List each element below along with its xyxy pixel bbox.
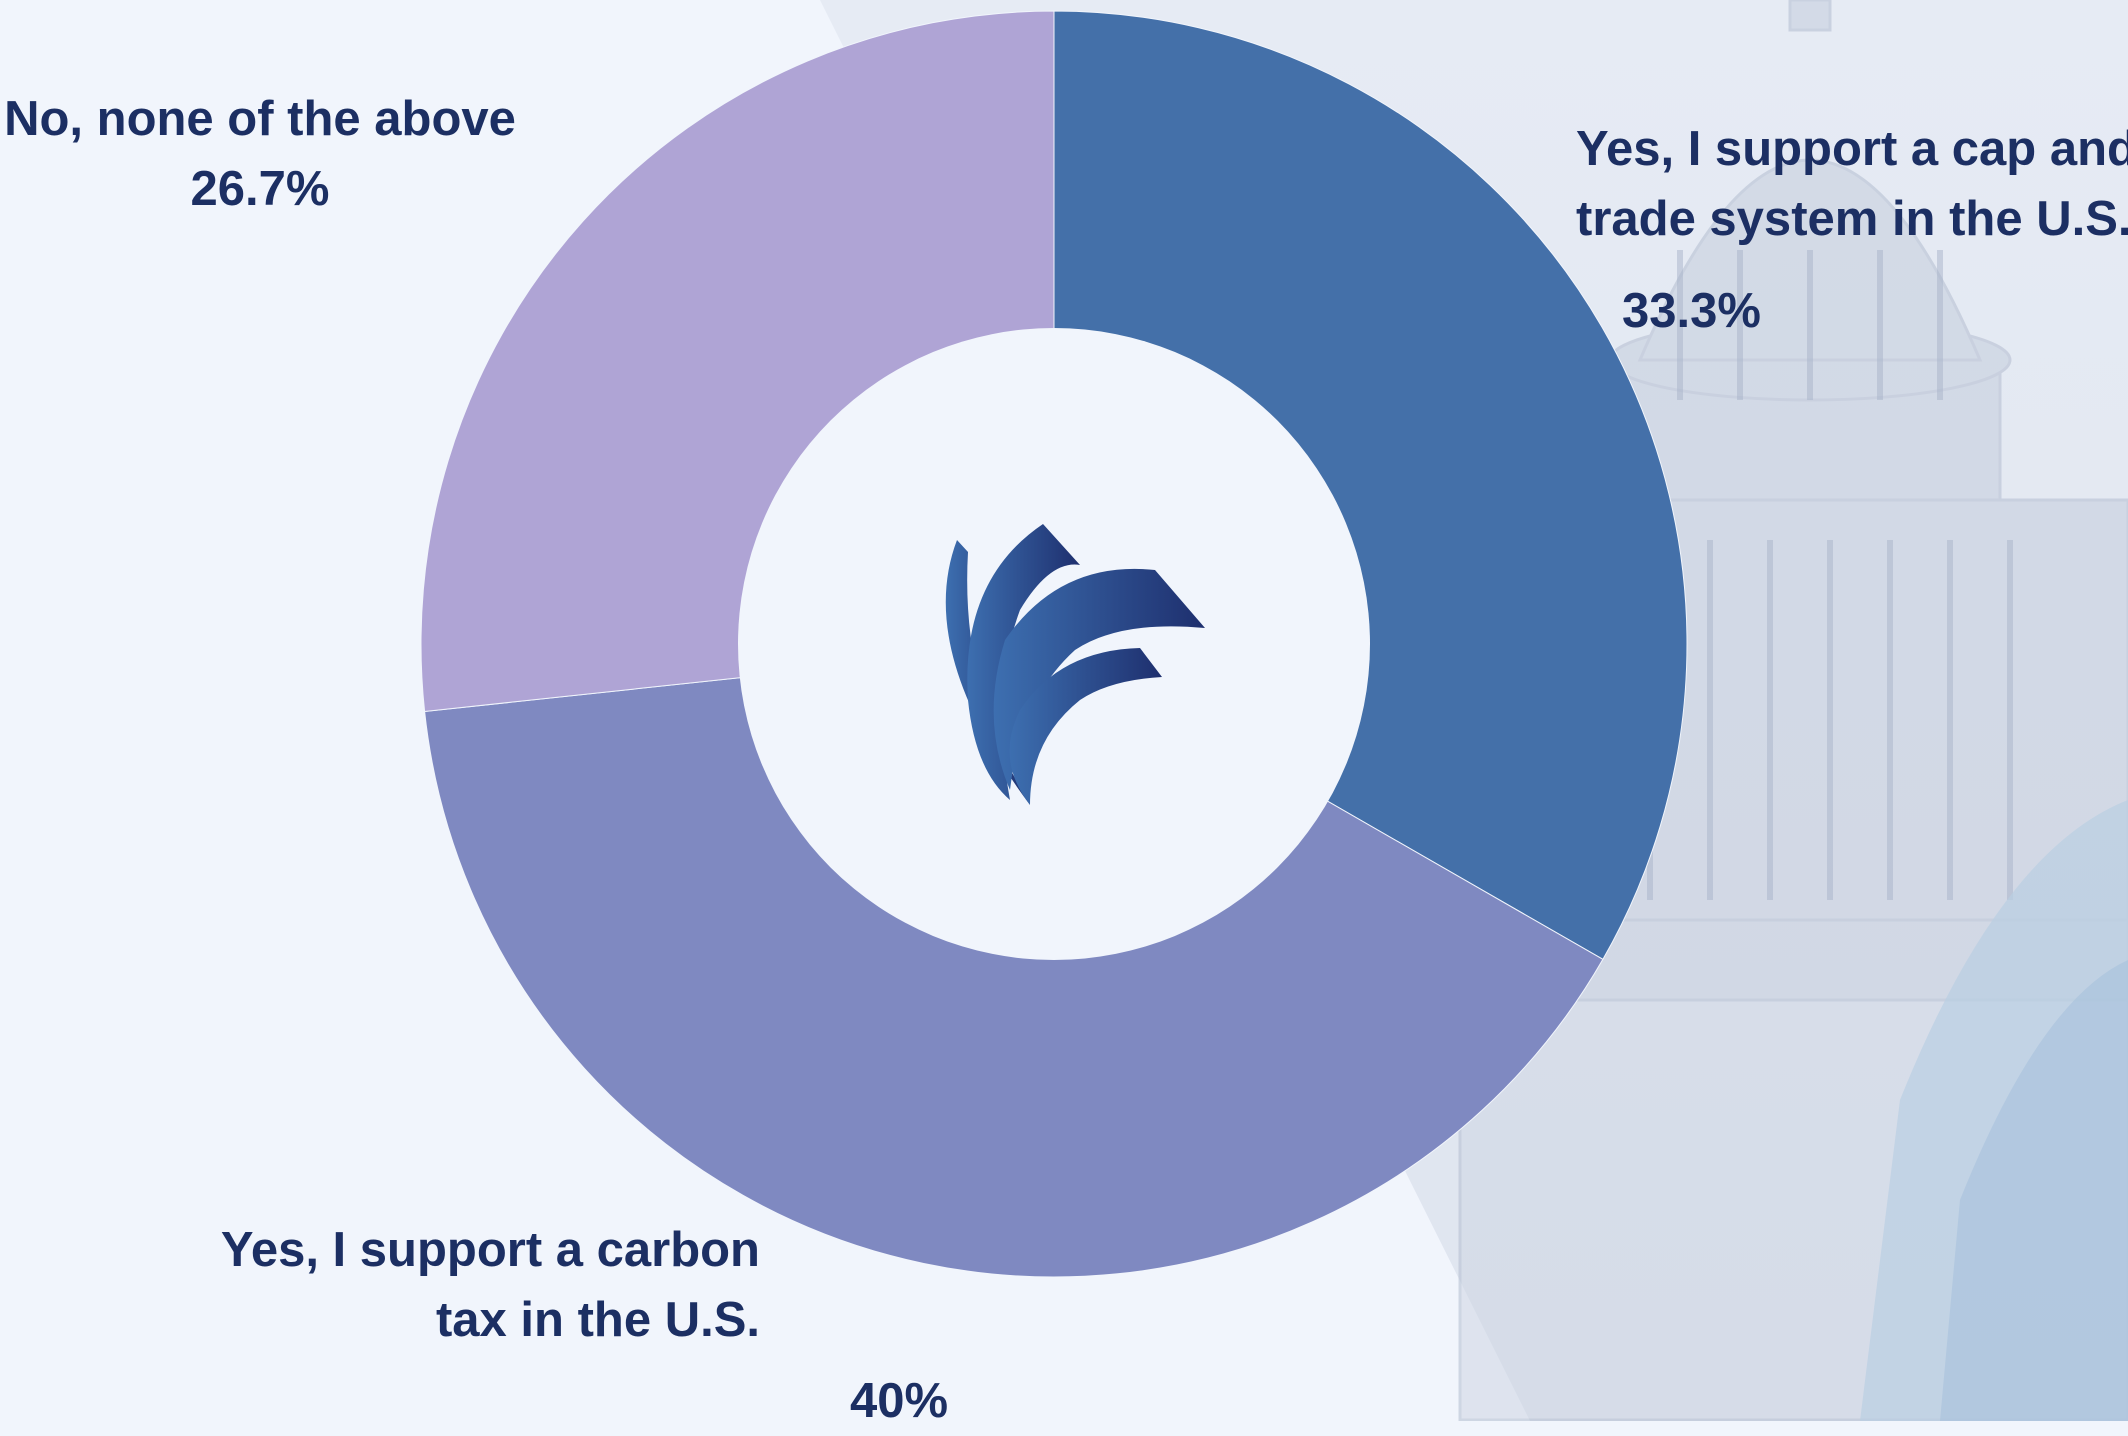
slice-label-carbon-tax-value: 40%	[850, 1374, 949, 1428]
slice-label-cap-and-trade-value: 33.3%	[1622, 284, 1761, 338]
slice-label-carbon-tax: Yes, I support a carbon tax in the U.S.	[200, 1215, 760, 1355]
slice-label-carbon-tax-text-1: Yes, I support a carbon	[220, 1223, 760, 1277]
slice-label-cap-and-trade: Yes, I support a cap and trade system in…	[1576, 114, 2128, 254]
slice-label-cap-and-trade-text-2: trade system in the U.S.	[1576, 192, 2128, 246]
swoosh-logo-icon	[945, 524, 1205, 805]
slice-label-none-value: 26.7%	[190, 162, 330, 216]
slice-label-cap-and-trade-text-1: Yes, I support a cap and	[1576, 122, 2128, 176]
slice-label-none: No, none of the above 26.7%	[0, 84, 520, 224]
slice-label-carbon-tax-text-2: tax in the U.S.	[435, 1293, 760, 1347]
slice-label-none-text: No, none of the above	[4, 92, 516, 146]
